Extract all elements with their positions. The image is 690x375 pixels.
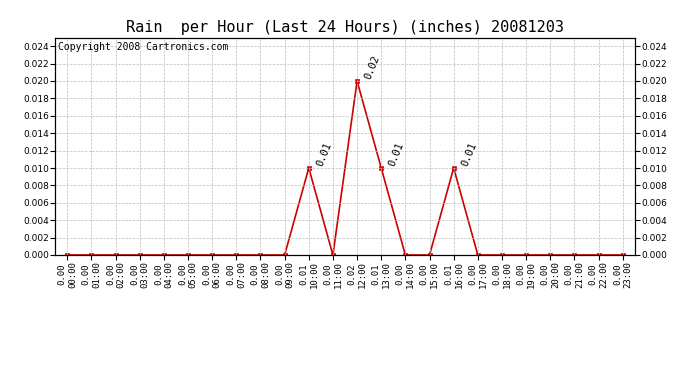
Text: 0.02: 0.02 bbox=[363, 54, 382, 80]
Text: Copyright 2008 Cartronics.com: Copyright 2008 Cartronics.com bbox=[58, 42, 228, 52]
Text: 0.01: 0.01 bbox=[460, 141, 478, 167]
Text: 0.01: 0.01 bbox=[387, 141, 406, 167]
Text: 0.01: 0.01 bbox=[315, 141, 333, 167]
Title: Rain  per Hour (Last 24 Hours) (inches) 20081203: Rain per Hour (Last 24 Hours) (inches) 2… bbox=[126, 20, 564, 35]
